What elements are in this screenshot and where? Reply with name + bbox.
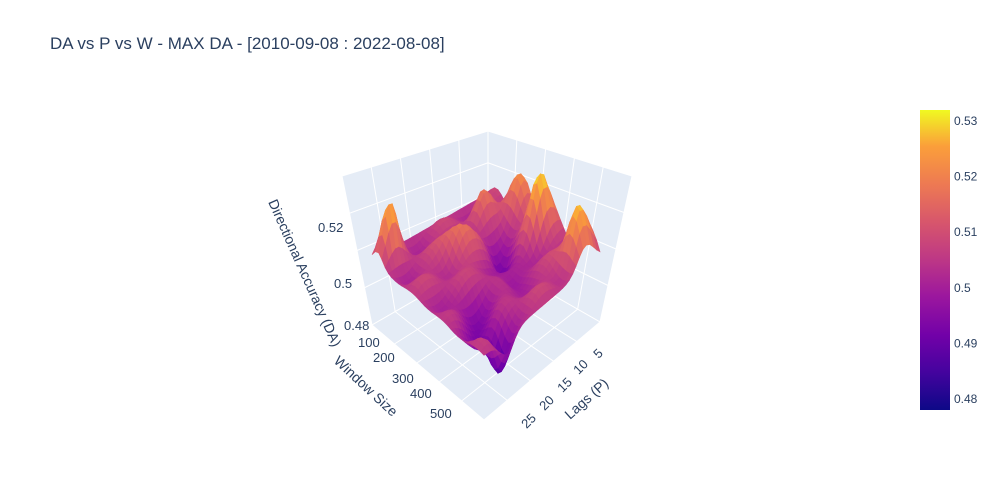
colorbar-tick: 0.52 [954, 170, 978, 184]
z-tick: 0.5 [334, 276, 352, 291]
surface-patch [480, 346, 488, 356]
surface[interactable] [371, 172, 601, 374]
y-tick: 400 [410, 386, 432, 401]
colorbar-tick: 0.49 [954, 336, 978, 350]
x-tick: 5 [590, 345, 606, 361]
x-tick: 15 [554, 374, 575, 395]
colorbar-tick: 0.48 [954, 392, 978, 406]
z-axis-ticks: 0.52 0.5 0.48 [318, 220, 369, 333]
z-tick: 0.52 [318, 220, 343, 235]
chart-title: DA vs P vs W - MAX DA - [2010-09-08 : 20… [50, 34, 445, 53]
colorbar: 0.53 0.52 0.51 0.5 0.49 0.48 [920, 110, 978, 410]
y-tick: 300 [392, 371, 414, 386]
z-tick: 0.48 [344, 318, 369, 333]
y-tick: 200 [373, 350, 395, 365]
x-tick: 25 [518, 410, 539, 431]
x-tick: 10 [570, 356, 591, 377]
colorbar-tick: 0.51 [954, 225, 978, 239]
colorbar-tick: 0.53 [954, 114, 978, 128]
x-tick: 20 [536, 392, 557, 413]
y-axis-ticks: 100 200 300 400 500 [358, 335, 452, 421]
grid-line [461, 308, 578, 402]
y-tick: 500 [430, 406, 452, 421]
colorbar-tick: 0.5 [954, 281, 971, 295]
grid-line [487, 162, 625, 213]
grid-line [349, 162, 489, 214]
grid-line [394, 311, 508, 401]
y-tick: 100 [358, 335, 380, 350]
colorbar-gradient [920, 110, 950, 410]
